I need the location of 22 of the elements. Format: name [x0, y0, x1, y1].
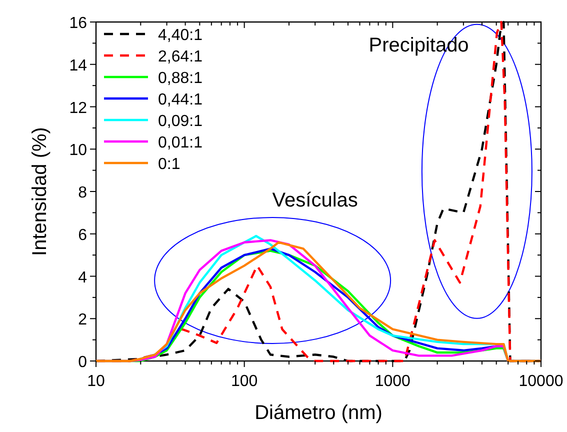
legend-label: 0,88:1 [158, 70, 203, 87]
x-tick-label: 100 [230, 373, 258, 390]
x-tick-label: 1000 [374, 373, 411, 390]
y-tick-label: 8 [78, 184, 88, 202]
y-tick-label: 12 [69, 100, 88, 117]
x-tick-label: 10000 [518, 373, 564, 390]
y-tick-label: 2 [78, 312, 88, 329]
legend-label: 4,40:1 [158, 27, 203, 44]
y-axis-title: Intensidad (%) [29, 127, 51, 256]
legend-label: 0,01:1 [158, 134, 203, 152]
annotation: Vesículas [272, 189, 358, 212]
y-tick-label: 6 [78, 226, 88, 244]
legend-label: 0,44:1 [158, 92, 203, 108]
y-tick-label: 14 [69, 57, 88, 74]
y-tick-label: 16 [69, 15, 88, 32]
legend-label: 0,09:1 [158, 113, 203, 130]
legend-label: 0:1 [158, 156, 180, 173]
x-axis-title: Diámetro (nm) [254, 402, 382, 424]
y-tick-label: 10 [69, 142, 88, 160]
legend-label: 2,64:1 [158, 48, 203, 66]
y-tick-label: 4 [78, 269, 88, 286]
y-tick-label: 0 [78, 354, 88, 371]
